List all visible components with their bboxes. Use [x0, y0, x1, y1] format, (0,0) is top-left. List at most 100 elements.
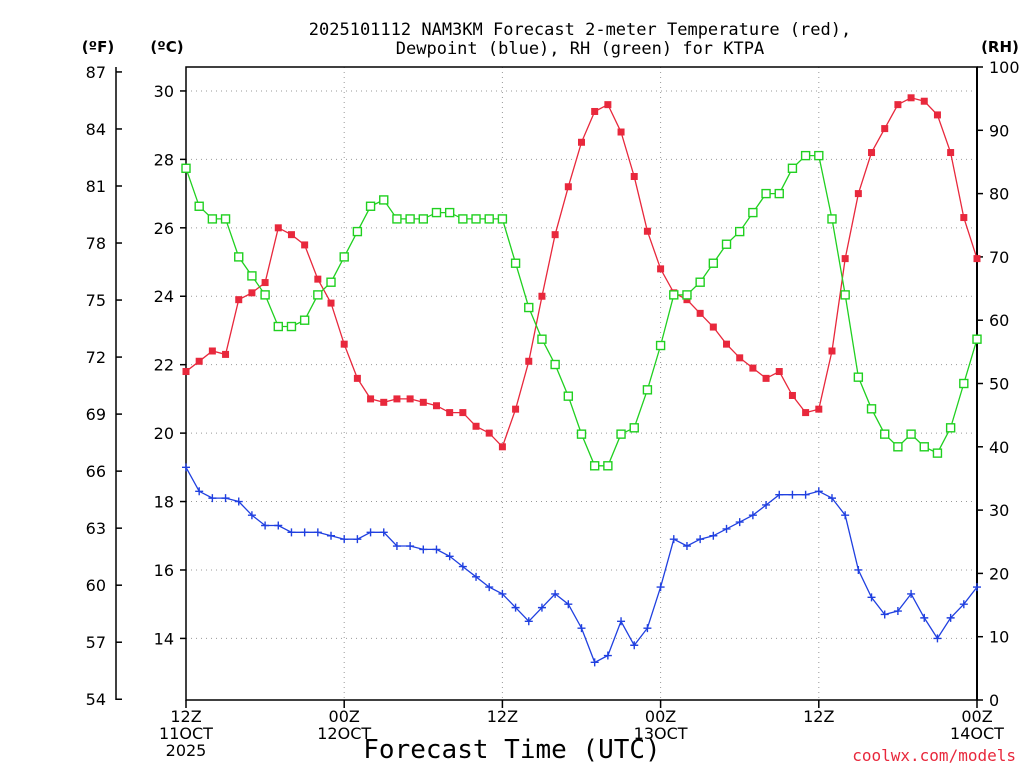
rh-point	[853, 372, 864, 382]
x-tick-label: 00Z	[645, 707, 676, 726]
temperature-point	[578, 138, 585, 146]
temperature-point	[525, 357, 533, 365]
temperature-point	[604, 101, 612, 109]
dewpoint-point	[801, 490, 810, 499]
temperature-point	[657, 265, 665, 273]
dewpoint-point	[274, 521, 283, 530]
dewpoint-point	[946, 613, 955, 622]
rh-point	[471, 214, 481, 224]
chart-title-line-1: 2025101112 NAM3KM Forecast 2-meter Tempe…	[309, 20, 851, 40]
chart-title-line-2: Dewpoint (blue), RH (green) for KTPA	[396, 39, 764, 59]
temperature-point	[287, 231, 295, 239]
rh-point	[787, 163, 798, 173]
rh-point	[326, 277, 336, 287]
temperature-point	[353, 374, 361, 382]
rh-point	[603, 461, 613, 471]
x-axis-label: Forecast Time (UTC)	[363, 735, 660, 765]
dewpoint-point	[419, 545, 428, 554]
rh-point	[431, 207, 442, 218]
rh-point	[919, 442, 929, 452]
rh-point	[537, 334, 547, 344]
temperature-point	[762, 374, 770, 382]
rh-point	[444, 207, 455, 218]
rh-point	[932, 448, 943, 458]
dewpoint-point	[893, 607, 902, 616]
dewpoint-line	[185, 466, 978, 664]
rh-point	[247, 271, 257, 281]
dewpoint-point	[603, 651, 612, 660]
fahrenheit-tick-label: 81	[86, 177, 106, 196]
dewpoint-point	[762, 500, 771, 509]
dewpoint-point	[406, 542, 415, 551]
dewpoint-point	[669, 535, 678, 544]
temperature-point	[868, 149, 876, 157]
rh-point	[220, 214, 231, 224]
temperature-point	[630, 172, 638, 180]
temperature-point	[301, 241, 309, 249]
celsius-tick-label: 14	[154, 629, 174, 648]
dewpoint-point	[907, 589, 916, 598]
temperature-point	[274, 224, 282, 232]
temperature-point	[881, 125, 889, 133]
temperature-point	[498, 443, 506, 451]
plot-frame	[185, 66, 978, 701]
celsius-tick-label: 20	[154, 424, 174, 443]
x-tick-label: 13OCT	[634, 724, 688, 743]
rh-point	[655, 340, 666, 351]
dewpoint-point	[590, 658, 599, 667]
dewpoint-point	[841, 511, 850, 520]
rh-point	[959, 378, 969, 389]
temperature-point	[327, 299, 335, 307]
rh-tick-label: 70	[989, 248, 1009, 267]
rh-point	[708, 258, 719, 268]
celsius-tick-label: 30	[154, 82, 174, 101]
dewpoint-point	[485, 583, 494, 592]
temperature-point	[512, 405, 520, 413]
temperature-point	[340, 340, 348, 348]
x-tick-label: 00Z	[329, 707, 360, 726]
series-temperature	[182, 94, 981, 451]
rh-point	[484, 214, 494, 224]
temperature-point	[367, 395, 375, 403]
temperature-point	[393, 395, 401, 403]
rh-point	[629, 423, 639, 433]
fahrenheit-tick-label: 60	[86, 576, 106, 595]
celsius-unit-label: (ºC)	[150, 38, 183, 56]
temperature-point	[749, 364, 757, 372]
temperature-point	[208, 347, 216, 355]
temperature-line	[185, 97, 978, 449]
dewpoint-point	[617, 617, 626, 626]
temperature-point	[617, 128, 625, 136]
rh-unit-label: (RH)	[981, 38, 1019, 56]
rh-point	[313, 290, 323, 300]
dewpoint-point	[445, 552, 454, 561]
dewpoint-point	[195, 487, 204, 496]
x-tick-label: 00Z	[961, 707, 992, 726]
temperature-point	[709, 323, 717, 331]
rh-point	[497, 214, 508, 224]
rh-point	[207, 214, 218, 224]
temperature-point	[894, 101, 902, 109]
axes	[115, 66, 978, 701]
rh-tick-label: 60	[989, 311, 1009, 330]
rh-point	[800, 150, 811, 161]
rh-point	[405, 214, 415, 224]
dewpoint-point	[432, 545, 441, 554]
rh-tick-label: 40	[989, 438, 1009, 457]
x-tick-label: 2025	[166, 741, 207, 760]
dewpoint-point	[682, 542, 691, 551]
dewpoint-point	[814, 487, 823, 496]
temperature-point	[485, 429, 493, 437]
temperature-point	[406, 395, 414, 403]
dewpoint-point	[379, 528, 388, 537]
rh-tick-label: 100	[989, 58, 1020, 77]
dewpoint-point	[472, 572, 481, 581]
dewpoint-point	[327, 531, 336, 540]
celsius-tick-label: 16	[154, 561, 174, 580]
temperature-point	[591, 107, 599, 115]
dewpoint-point	[208, 494, 217, 503]
rh-line	[185, 154, 978, 467]
credit-text: coolwx.com/models	[852, 746, 1016, 765]
fahrenheit-tick-label: 63	[86, 519, 106, 538]
